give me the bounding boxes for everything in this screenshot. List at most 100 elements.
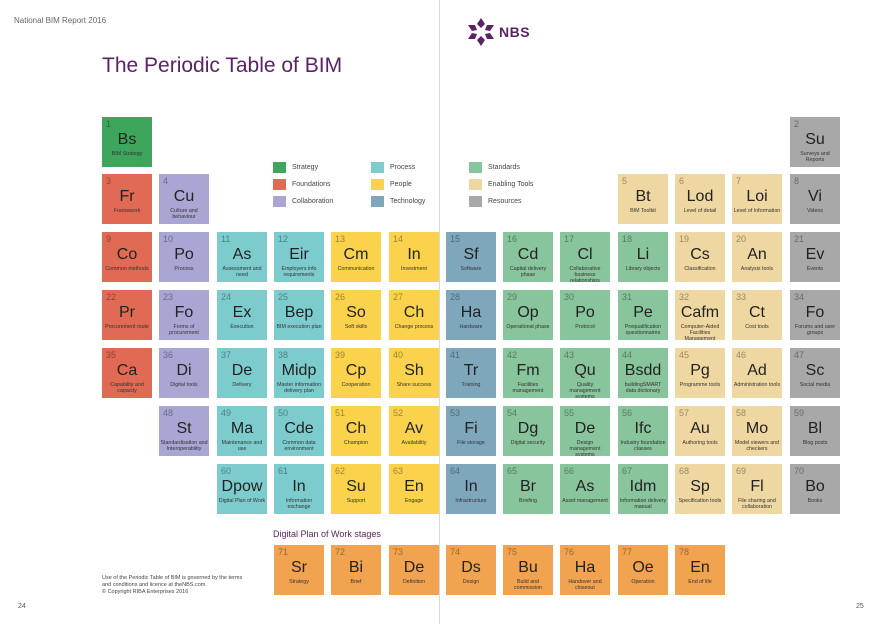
element-cell-64: 64 In Infrastructure	[446, 464, 496, 514]
dpow-stage-77: 77 Oe Operation	[618, 545, 668, 595]
legend-swatch	[273, 162, 286, 173]
element-symbol: Fm	[516, 362, 540, 379]
element-cell-37: 37 De Delivery	[217, 348, 267, 398]
element-cell-62: 62 Su Support	[331, 464, 381, 514]
element-cell-67: 67 Idm Information delivery manual	[618, 464, 668, 514]
element-number: 11	[221, 234, 231, 244]
element-symbol: Sc	[805, 362, 825, 379]
element-symbol: Fl	[750, 478, 764, 495]
element-number: 53	[450, 408, 461, 418]
element-number: 25	[278, 292, 289, 302]
element-name: Assessment and need	[222, 266, 262, 279]
element-symbol: Cp	[345, 362, 367, 379]
element-symbol: Loi	[746, 188, 768, 205]
element-name: Forums and user groups	[794, 324, 836, 337]
element-symbol: Bo	[805, 478, 825, 495]
element-number: 35	[106, 350, 117, 360]
element-symbol: Fi	[464, 420, 478, 437]
element-cell-11: 11 As Assessment and need	[217, 232, 267, 282]
element-symbol: St	[176, 420, 192, 437]
element-symbol: Ch	[403, 304, 425, 321]
legend-label: Standards	[488, 164, 520, 171]
copyright-line: © Copyright RIBA Enterprises 2016	[102, 589, 189, 595]
element-number: 43	[564, 350, 575, 360]
element-name: Level of Information	[733, 208, 781, 214]
element-cell-57: 57 Au Authoring tools	[675, 406, 725, 456]
element-number: 44	[622, 350, 633, 360]
element-symbol: Mo	[745, 420, 769, 437]
element-number: 26	[335, 292, 346, 302]
element-name: Collaborative business relationships	[569, 266, 601, 282]
element-cell-46: 46 Ad Administration tools	[732, 348, 782, 398]
element-cell-70: 70 Bo Books	[790, 464, 840, 514]
element-name: Digital tools	[170, 382, 198, 388]
element-symbol: Ds	[461, 559, 481, 576]
dpow-stage-75: 75 Bu Build and commission	[503, 545, 553, 595]
element-symbol: Ca	[116, 362, 138, 379]
element-number: 8	[794, 176, 800, 186]
element-number: 10	[163, 234, 174, 244]
element-cell-35: 35 Ca Capability and capacity	[102, 348, 152, 398]
element-name: Process	[174, 266, 194, 272]
element-number: 17	[564, 234, 575, 244]
element-cell-44: 44 Bsdd buildingSMART data dictionary	[618, 348, 668, 398]
legend-swatch	[469, 162, 482, 173]
element-cell-2: 2 Su Surveys and Reports	[790, 117, 840, 167]
element-cell-24: 24 Ex Execution	[217, 290, 267, 340]
element-number: 63	[393, 466, 404, 476]
element-name: BIM Toolkit	[630, 208, 656, 214]
element-cell-51: 51 Ch Champion	[331, 406, 381, 456]
element-symbol: En	[404, 478, 424, 495]
element-number: 50	[278, 408, 289, 418]
element-name: Soft skills	[344, 324, 368, 330]
element-cell-6: 6 Lod Level of detail	[675, 174, 725, 224]
element-symbol: Bl	[807, 420, 823, 437]
element-number: 76	[564, 547, 575, 557]
legend-item-technology: Technology	[371, 196, 425, 207]
element-number: 33	[736, 292, 747, 302]
element-symbol: Bep	[284, 304, 314, 321]
footnote-line: and conditions and licence at theNBS.com…	[102, 582, 207, 588]
element-name: Social media	[799, 382, 831, 388]
dpow-stage-74: 74 Ds Design	[446, 545, 496, 595]
element-number: 3	[106, 176, 112, 186]
element-number: 6	[679, 176, 685, 186]
legend-swatch	[273, 196, 286, 207]
element-cell-25: 25 Bep BIM execution plan	[274, 290, 324, 340]
element-number: 22	[106, 292, 117, 302]
element-symbol: Fr	[119, 188, 135, 205]
footnote-line: Use of the Periodic Table of BIM is gove…	[102, 575, 243, 581]
element-name: Authoring tools	[682, 440, 718, 446]
element-name: Asset management	[562, 498, 608, 504]
legend-label: Strategy	[292, 164, 319, 171]
element-number: 46	[736, 350, 747, 360]
element-name: BIM execution plan	[276, 324, 322, 330]
legend-label: Enabling Tools	[488, 181, 534, 188]
element-symbol: Cd	[517, 246, 539, 263]
element-cell-52: 52 Av Availability	[389, 406, 439, 456]
element-symbol: Pe	[633, 304, 653, 321]
element-number: 2	[794, 119, 800, 129]
element-cell-39: 39 Cp Cooperation	[331, 348, 381, 398]
element-name: Procurement route	[105, 324, 149, 330]
element-cell-34: 34 Fo Forums and user groups	[790, 290, 840, 340]
element-symbol: Tr	[463, 362, 479, 379]
dpow-stage-78: 78 En End of life	[675, 545, 725, 595]
element-name: Administration tools	[733, 382, 781, 388]
legend-swatch	[371, 196, 384, 207]
element-name: Master information delivery plan	[277, 382, 321, 395]
legend-item-people: People	[371, 179, 412, 190]
element-cell-49: 49 Ma Maintenance and use	[217, 406, 267, 456]
element-number: 28	[450, 292, 461, 302]
element-symbol: Pg	[690, 362, 710, 379]
element-cell-28: 28 Ha Hardware	[446, 290, 496, 340]
element-name: Facilities management	[512, 382, 544, 395]
element-number: 55	[564, 408, 575, 418]
element-name: Programme tools	[679, 382, 721, 388]
element-name: Employers info requirements	[281, 266, 317, 279]
element-symbol: Ad	[747, 362, 767, 379]
element-name: Common methods	[105, 266, 149, 272]
element-symbol: Ifc	[634, 420, 652, 437]
legend-item-foundations: Foundations	[273, 179, 331, 190]
element-cell-47: 47 Sc Social media	[790, 348, 840, 398]
